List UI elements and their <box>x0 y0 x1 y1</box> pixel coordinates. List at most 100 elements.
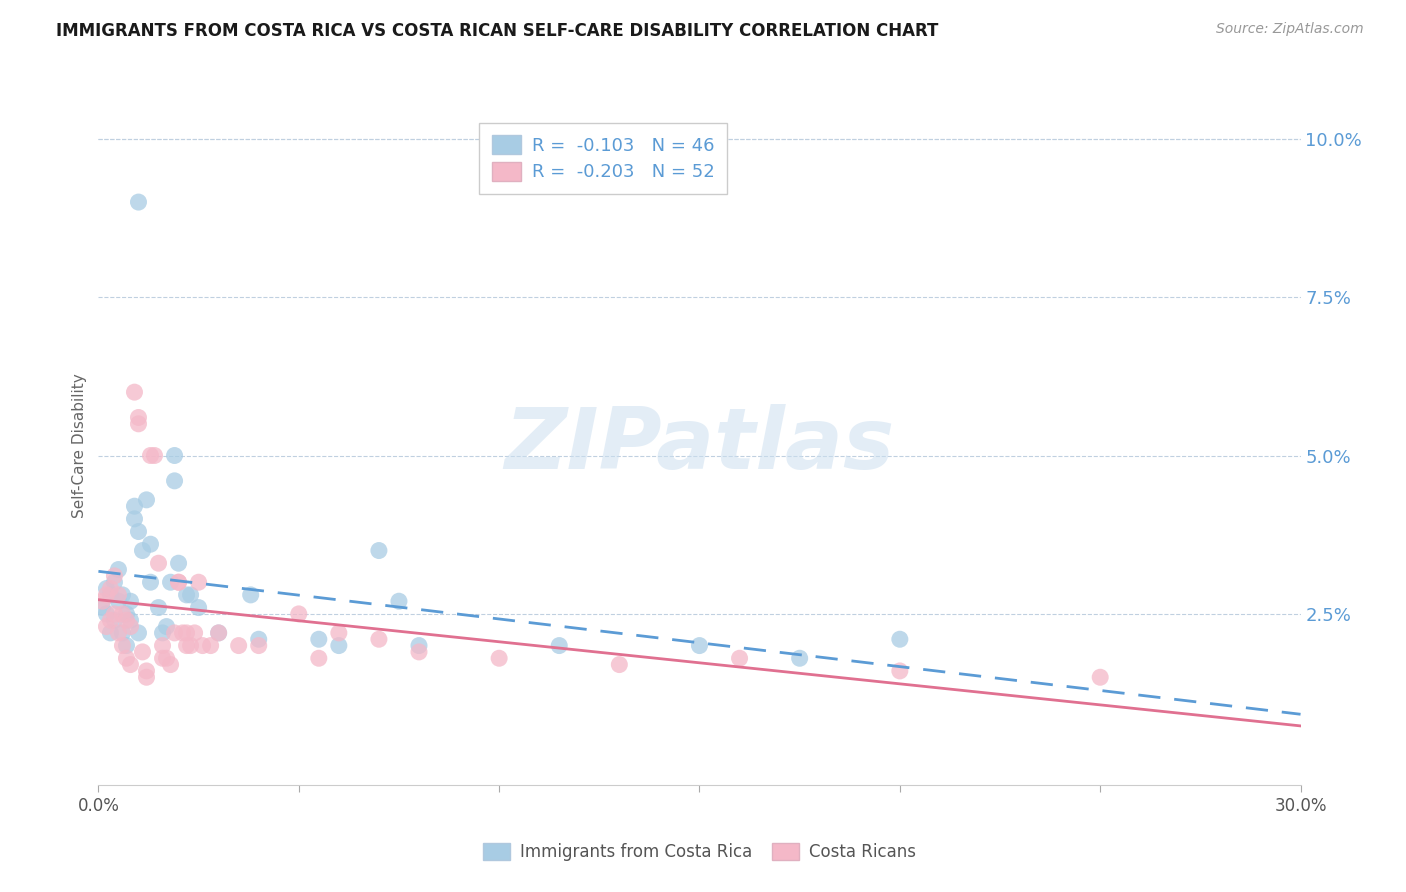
Point <box>308 632 330 647</box>
Point <box>139 449 162 463</box>
Point <box>368 543 391 558</box>
Point <box>163 449 186 463</box>
Point <box>128 524 150 539</box>
Point <box>139 575 162 590</box>
Point <box>111 626 134 640</box>
Point <box>408 645 430 659</box>
Point <box>135 670 157 684</box>
Point <box>143 449 166 463</box>
Point <box>107 594 129 608</box>
Point <box>91 600 114 615</box>
Point <box>176 639 198 653</box>
Point <box>247 632 270 647</box>
Point <box>208 626 231 640</box>
Point <box>308 651 330 665</box>
Point <box>135 492 157 507</box>
Point <box>488 651 510 665</box>
Point <box>107 563 129 577</box>
Point <box>388 594 411 608</box>
Point <box>96 588 118 602</box>
Point <box>96 582 118 596</box>
Point <box>100 626 122 640</box>
Point <box>155 619 177 633</box>
Point <box>115 639 138 653</box>
Point <box>789 651 811 665</box>
Point <box>96 619 118 633</box>
Point <box>100 588 122 602</box>
Point <box>148 556 170 570</box>
Point <box>163 626 186 640</box>
Y-axis label: Self-Care Disability: Self-Care Disability <box>72 374 87 518</box>
Point <box>328 639 350 653</box>
Point <box>128 417 150 431</box>
Point <box>1088 670 1111 684</box>
Point <box>200 639 222 653</box>
Point <box>124 512 146 526</box>
Point <box>889 632 911 647</box>
Point <box>167 575 190 590</box>
Point <box>152 651 174 665</box>
Point <box>124 385 146 400</box>
Point <box>889 664 911 678</box>
Point <box>124 499 146 513</box>
Point <box>172 626 194 640</box>
Point <box>159 657 181 672</box>
Point <box>368 632 391 647</box>
Point <box>100 582 122 596</box>
Point <box>180 639 202 653</box>
Text: IMMIGRANTS FROM COSTA RICA VS COSTA RICAN SELF-CARE DISABILITY CORRELATION CHART: IMMIGRANTS FROM COSTA RICA VS COSTA RICA… <box>56 22 939 40</box>
Point <box>131 645 153 659</box>
Point <box>120 613 142 627</box>
Point <box>328 626 350 640</box>
Point <box>167 556 190 570</box>
Point <box>159 575 181 590</box>
Point <box>111 607 134 621</box>
Point <box>115 651 138 665</box>
Point <box>187 575 209 590</box>
Point <box>120 657 142 672</box>
Point <box>128 410 150 425</box>
Point <box>163 474 186 488</box>
Point <box>167 575 190 590</box>
Point <box>208 626 231 640</box>
Point <box>247 639 270 653</box>
Point <box>689 639 711 653</box>
Point <box>180 588 202 602</box>
Point <box>120 594 142 608</box>
Point <box>191 639 214 653</box>
Point <box>111 588 134 602</box>
Point <box>728 651 751 665</box>
Point <box>111 639 134 653</box>
Point <box>183 626 205 640</box>
Point <box>155 651 177 665</box>
Point <box>131 543 153 558</box>
Point <box>115 613 138 627</box>
Point <box>107 588 129 602</box>
Point <box>107 626 129 640</box>
Point <box>152 626 174 640</box>
Point <box>148 600 170 615</box>
Point <box>408 639 430 653</box>
Point <box>96 607 118 621</box>
Text: Source: ZipAtlas.com: Source: ZipAtlas.com <box>1216 22 1364 37</box>
Point <box>609 657 631 672</box>
Point <box>288 607 311 621</box>
Point <box>120 619 142 633</box>
Point <box>135 664 157 678</box>
Point <box>139 537 162 551</box>
Point <box>103 569 125 583</box>
Point <box>103 613 125 627</box>
Point <box>176 588 198 602</box>
Point <box>228 639 250 653</box>
Point <box>152 639 174 653</box>
Point <box>100 613 122 627</box>
Point <box>239 588 262 602</box>
Point <box>103 607 125 621</box>
Point <box>91 594 114 608</box>
Point <box>103 575 125 590</box>
Point <box>176 626 198 640</box>
Point <box>128 626 150 640</box>
Point <box>115 607 138 621</box>
Point <box>187 600 209 615</box>
Point <box>548 639 571 653</box>
